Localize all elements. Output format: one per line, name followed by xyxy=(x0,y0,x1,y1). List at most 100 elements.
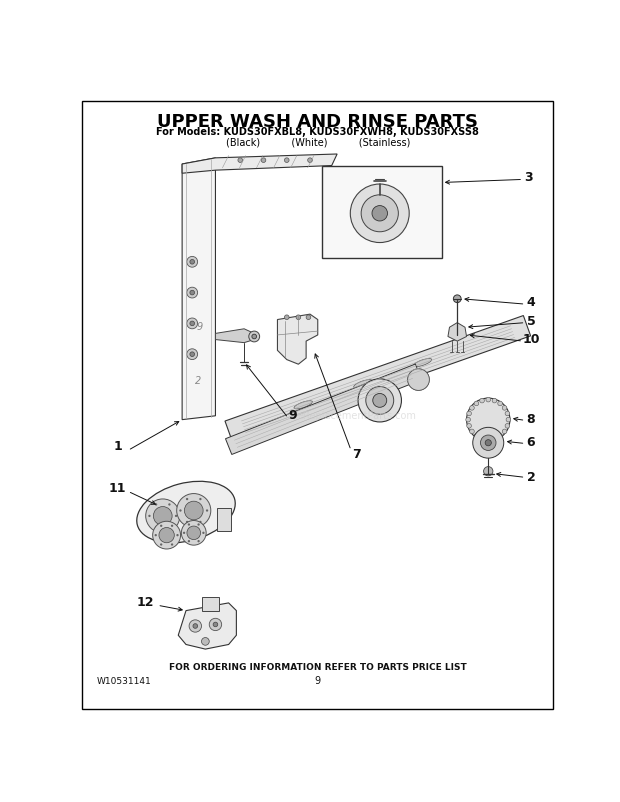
Circle shape xyxy=(472,427,503,458)
Circle shape xyxy=(183,532,185,534)
Circle shape xyxy=(197,524,200,525)
Circle shape xyxy=(467,411,471,415)
Text: 2: 2 xyxy=(195,376,201,386)
Text: 12: 12 xyxy=(137,597,154,610)
Circle shape xyxy=(190,260,195,264)
Text: UPPER WASH AND RINSE PARTS: UPPER WASH AND RINSE PARTS xyxy=(157,113,478,132)
Circle shape xyxy=(159,528,174,543)
Circle shape xyxy=(179,509,182,512)
Text: 7: 7 xyxy=(352,448,361,461)
Text: 10: 10 xyxy=(522,333,539,346)
Circle shape xyxy=(160,543,162,545)
Circle shape xyxy=(187,349,198,359)
Circle shape xyxy=(190,352,195,357)
Circle shape xyxy=(171,525,173,527)
Circle shape xyxy=(202,638,210,646)
Bar xyxy=(217,508,231,531)
Circle shape xyxy=(480,435,496,451)
Circle shape xyxy=(285,158,289,163)
Text: eReplacementParts.com: eReplacementParts.com xyxy=(297,411,416,421)
Bar xyxy=(322,165,441,258)
Circle shape xyxy=(199,498,202,500)
Circle shape xyxy=(474,434,479,438)
Text: 5: 5 xyxy=(526,314,535,327)
Circle shape xyxy=(492,436,497,441)
Circle shape xyxy=(373,394,387,407)
Circle shape xyxy=(506,417,511,422)
Text: 8: 8 xyxy=(526,413,535,426)
Text: 2: 2 xyxy=(526,471,535,484)
Text: For Models: KUDS30FXBL8, KUDS30FXWH8, KUDS30FXSS8: For Models: KUDS30FXBL8, KUDS30FXWH8, KU… xyxy=(156,127,479,137)
Circle shape xyxy=(213,622,218,627)
Text: 1: 1 xyxy=(113,440,122,453)
Circle shape xyxy=(467,398,510,441)
Polygon shape xyxy=(179,603,236,649)
Polygon shape xyxy=(182,158,216,419)
Circle shape xyxy=(193,624,198,628)
Text: 4: 4 xyxy=(526,296,535,309)
Text: 6: 6 xyxy=(526,436,535,449)
Circle shape xyxy=(146,499,180,533)
Circle shape xyxy=(238,158,242,163)
Circle shape xyxy=(261,158,266,163)
Circle shape xyxy=(486,437,490,442)
Circle shape xyxy=(148,515,151,517)
Circle shape xyxy=(154,534,157,537)
Circle shape xyxy=(453,295,461,302)
Circle shape xyxy=(308,158,312,163)
Circle shape xyxy=(492,399,497,403)
Circle shape xyxy=(187,257,198,267)
Circle shape xyxy=(202,532,205,534)
Circle shape xyxy=(480,436,484,441)
Circle shape xyxy=(199,520,202,523)
Circle shape xyxy=(366,387,394,415)
Circle shape xyxy=(306,315,311,319)
Circle shape xyxy=(467,423,471,428)
Circle shape xyxy=(190,290,195,295)
Circle shape xyxy=(249,331,260,342)
Bar xyxy=(202,597,219,610)
Circle shape xyxy=(168,526,170,529)
Circle shape xyxy=(153,521,180,549)
Circle shape xyxy=(469,429,474,434)
Circle shape xyxy=(485,439,491,446)
Text: 9: 9 xyxy=(315,676,321,687)
Circle shape xyxy=(181,520,206,545)
Circle shape xyxy=(168,504,170,505)
Circle shape xyxy=(210,618,222,630)
Polygon shape xyxy=(448,322,467,341)
Circle shape xyxy=(285,315,289,319)
Circle shape xyxy=(505,411,510,415)
Text: 3: 3 xyxy=(525,171,533,184)
Ellipse shape xyxy=(414,358,432,367)
Polygon shape xyxy=(278,314,317,364)
Circle shape xyxy=(153,507,172,525)
Circle shape xyxy=(350,184,409,242)
Polygon shape xyxy=(225,315,531,441)
Text: 9: 9 xyxy=(289,409,297,423)
Circle shape xyxy=(469,406,474,410)
Ellipse shape xyxy=(137,481,235,543)
Circle shape xyxy=(480,399,484,403)
Ellipse shape xyxy=(294,401,312,409)
Circle shape xyxy=(176,534,179,537)
Circle shape xyxy=(186,520,188,523)
Circle shape xyxy=(190,321,195,326)
Circle shape xyxy=(188,524,190,525)
Circle shape xyxy=(177,493,211,528)
Circle shape xyxy=(187,526,201,540)
Circle shape xyxy=(184,501,203,520)
Circle shape xyxy=(502,406,507,410)
Circle shape xyxy=(160,525,162,527)
Circle shape xyxy=(155,504,157,505)
Polygon shape xyxy=(216,329,254,342)
Text: W10531141: W10531141 xyxy=(97,677,152,686)
Polygon shape xyxy=(182,154,337,173)
Circle shape xyxy=(466,417,471,422)
Circle shape xyxy=(502,429,507,434)
Circle shape xyxy=(252,334,257,338)
Circle shape xyxy=(187,287,198,298)
Circle shape xyxy=(187,318,198,329)
Circle shape xyxy=(171,543,173,545)
Ellipse shape xyxy=(354,379,372,388)
